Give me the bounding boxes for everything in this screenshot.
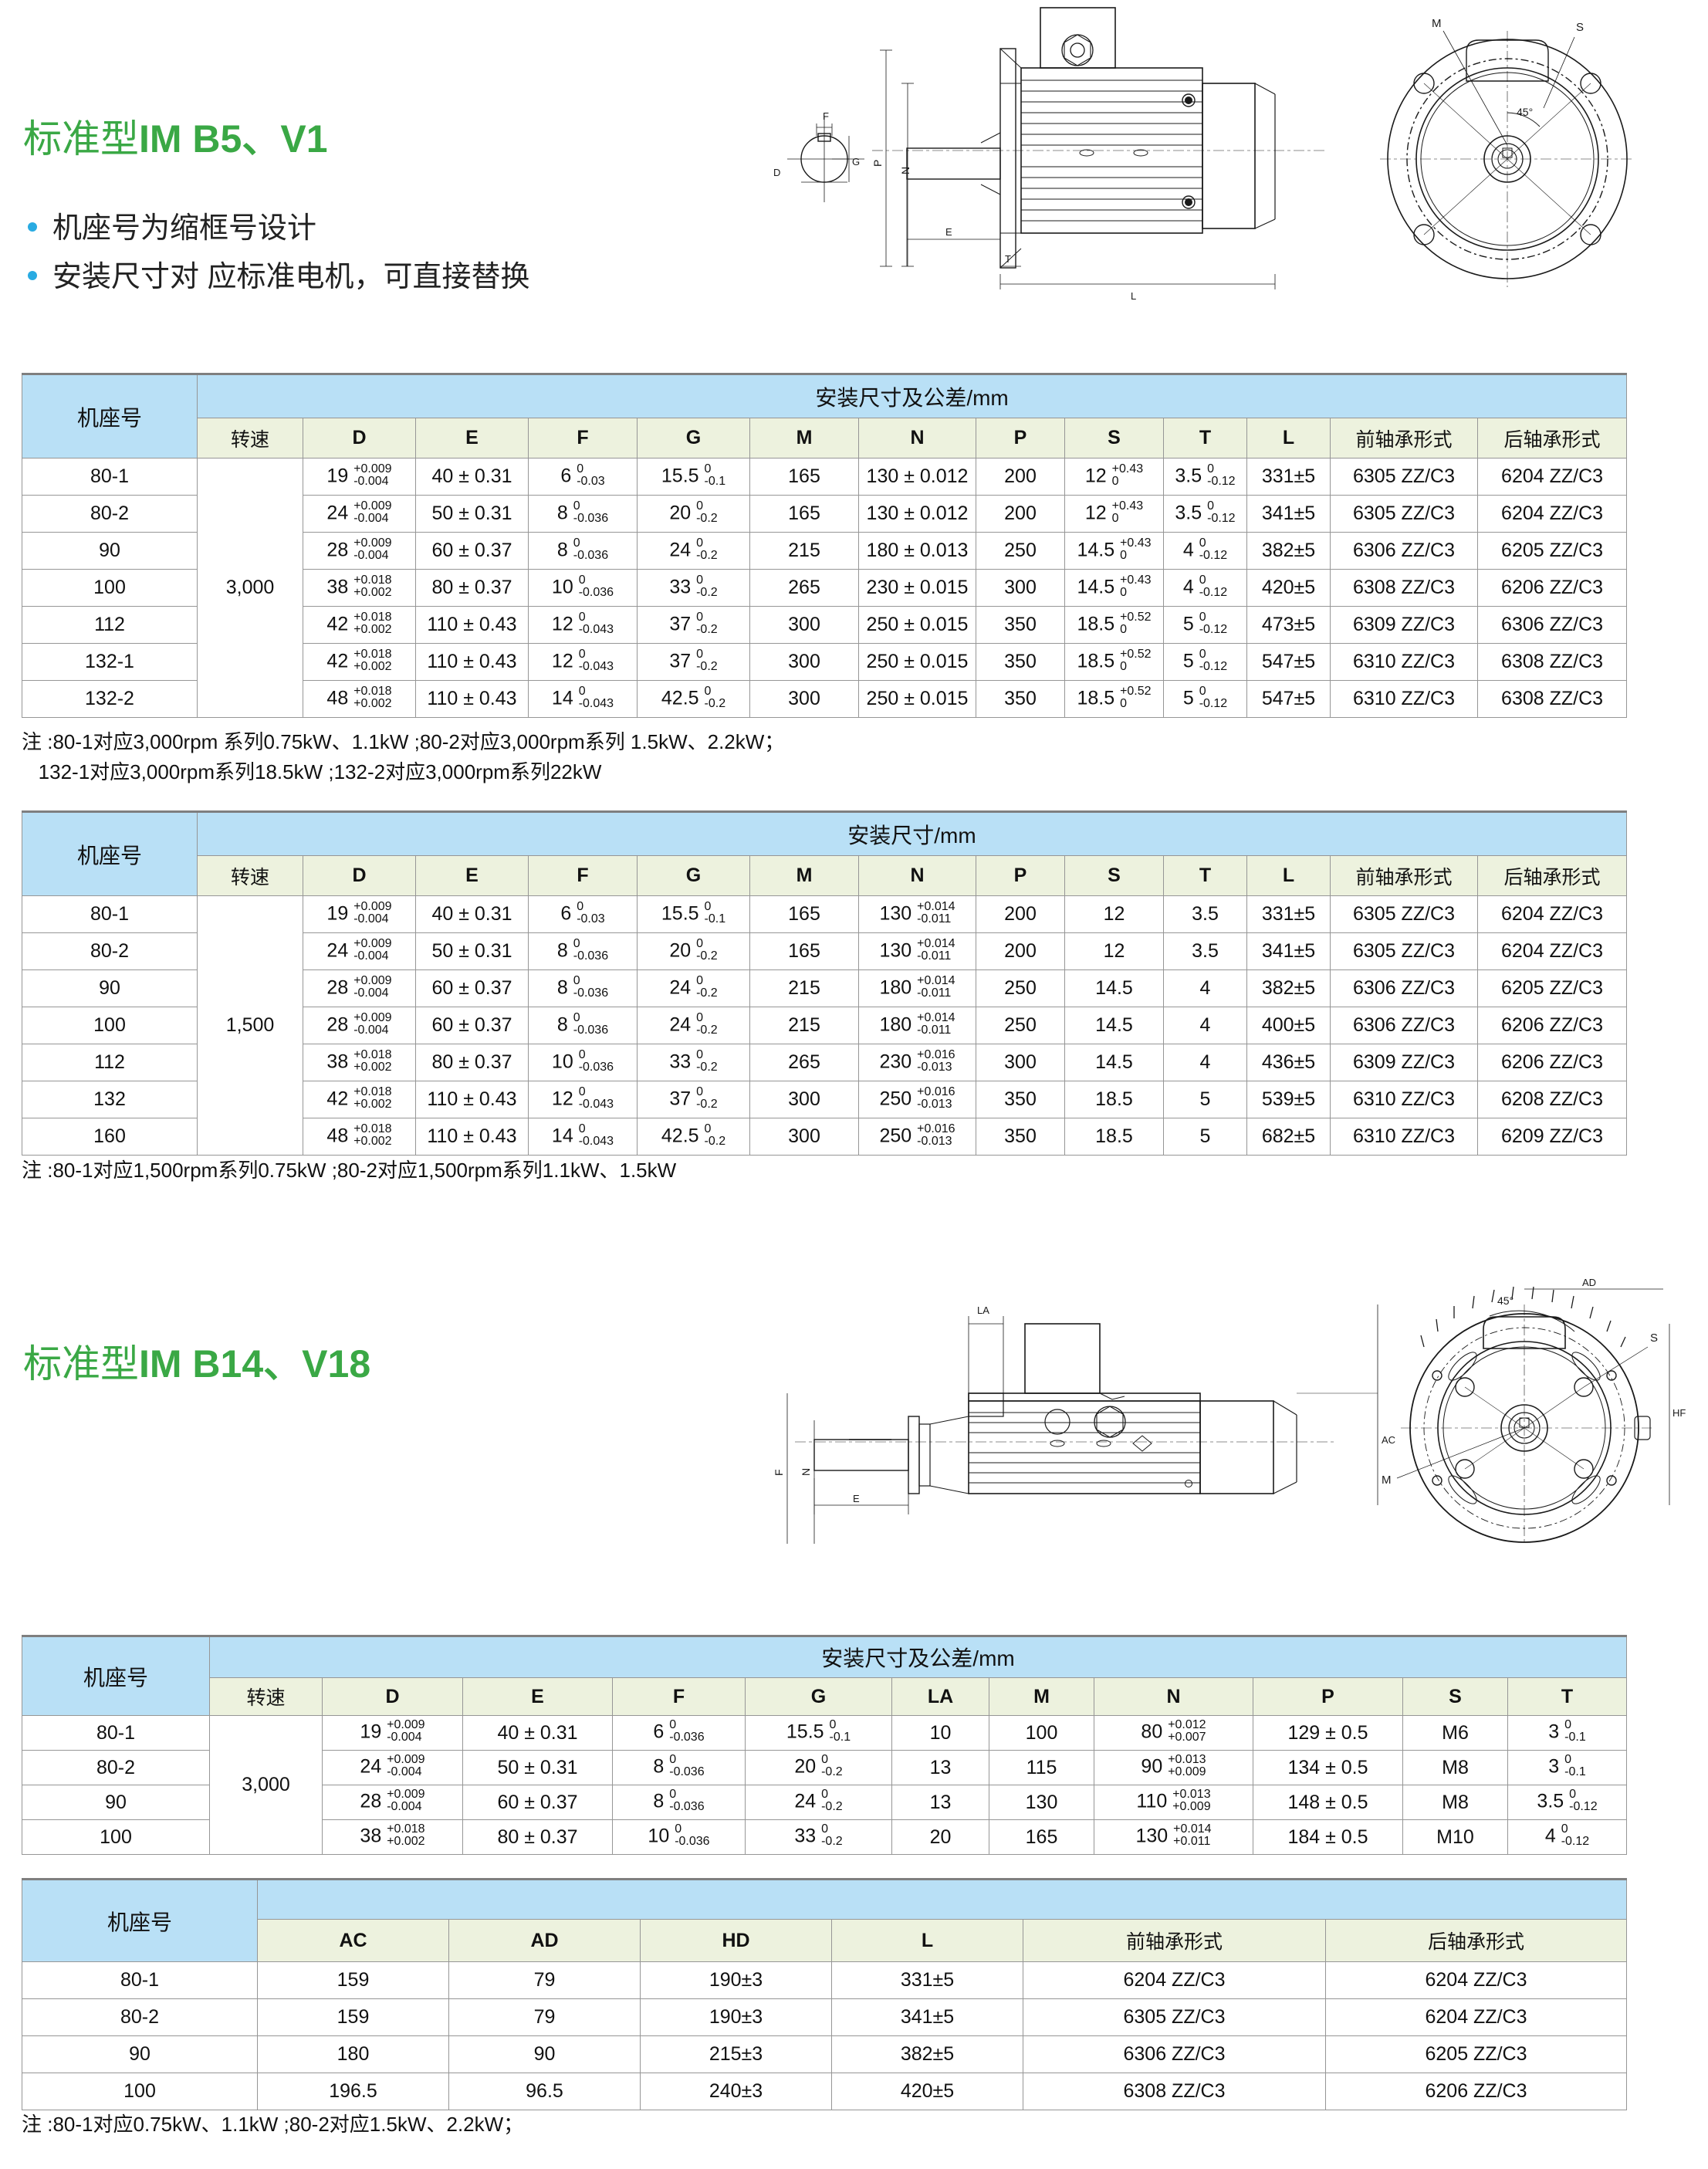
svg-text:S: S [1576,21,1584,34]
svg-text:F: F [823,110,829,122]
svg-text:45°: 45° [1497,1294,1514,1307]
svg-text:E: E [853,1493,860,1504]
svg-text:S: S [1650,1332,1658,1345]
svg-text:HF: HF [1672,1407,1686,1419]
svg-text:AD: AD [1582,1277,1596,1288]
svg-text:D: D [773,167,780,178]
svg-text:E: E [945,226,952,238]
svg-text:F: F [773,1469,785,1476]
svg-text:G: G [852,156,860,167]
svg-text:T: T [1005,253,1011,265]
svg-text:M: M [1382,1474,1392,1487]
svg-text:N: N [800,1468,812,1476]
svg-text:L: L [1131,290,1136,302]
svg-text:N: N [899,167,911,174]
svg-text:M: M [1432,17,1442,30]
svg-text:LA: LA [977,1304,989,1316]
svg-text:P: P [871,160,884,167]
svg-text:45°: 45° [1517,106,1533,118]
svg-text:AC: AC [1382,1434,1395,1446]
